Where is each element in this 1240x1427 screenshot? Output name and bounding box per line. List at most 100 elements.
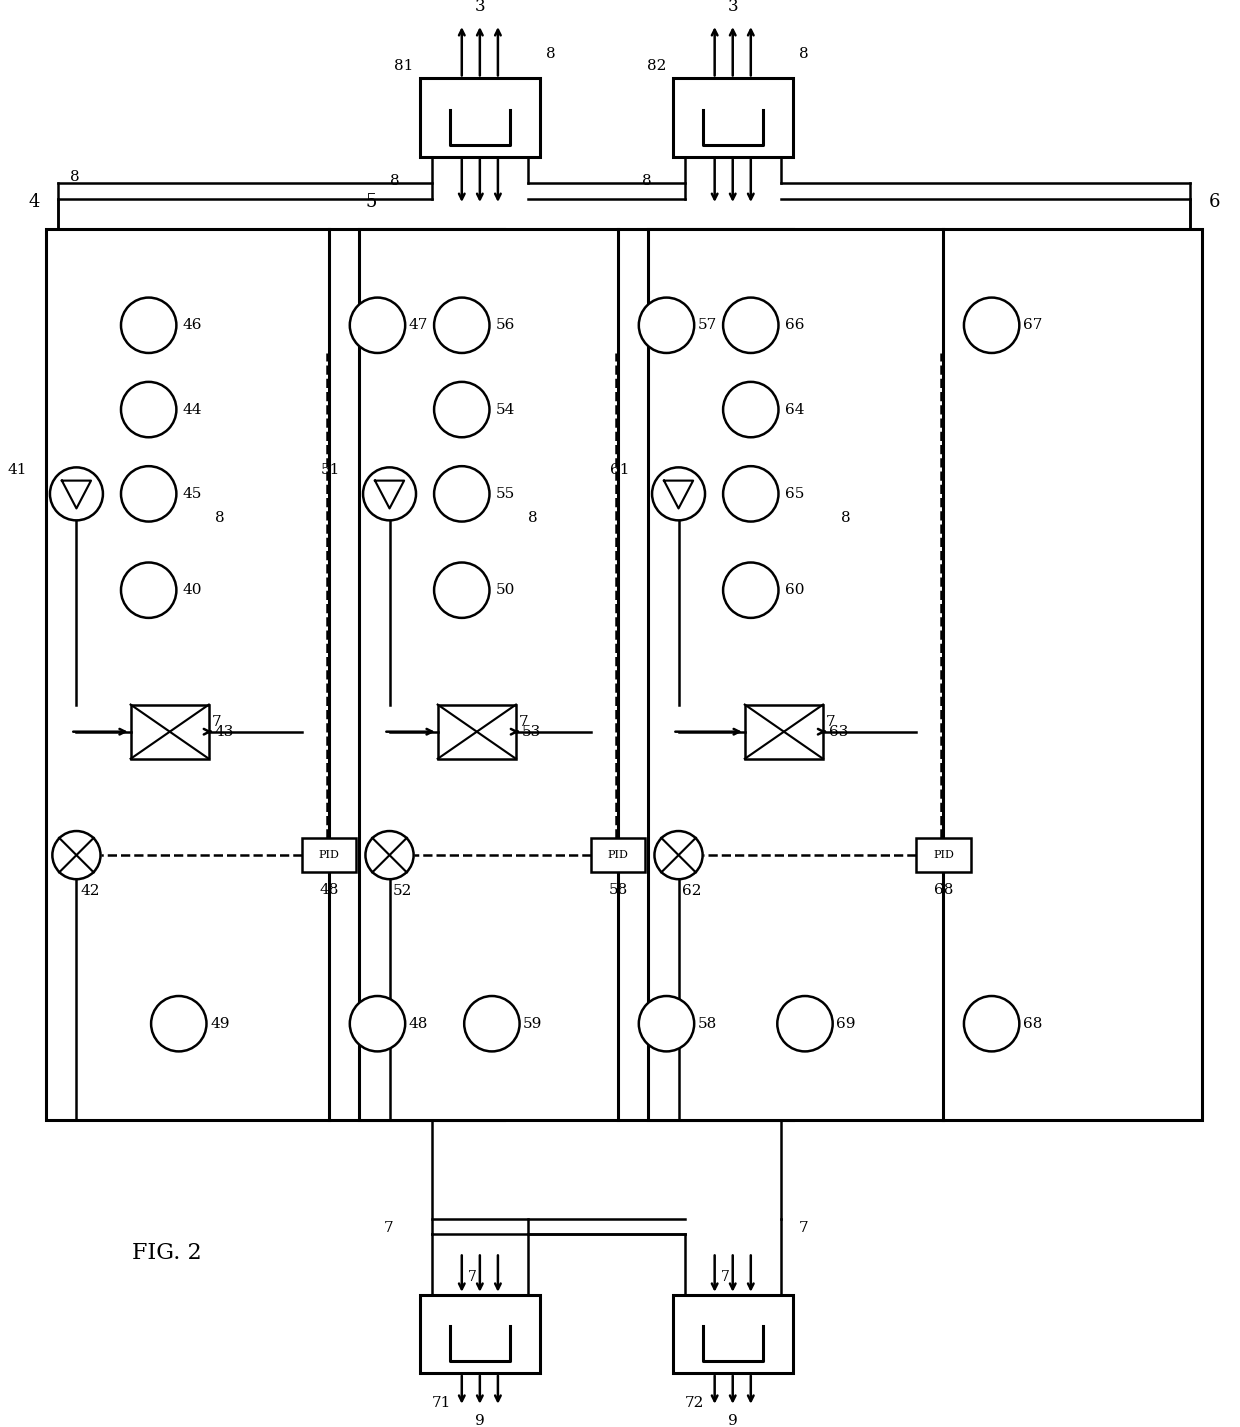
Text: 4: 4 xyxy=(29,193,41,211)
Text: 61: 61 xyxy=(610,462,630,477)
Text: 49: 49 xyxy=(210,1016,229,1030)
Bar xyxy=(303,838,356,872)
Text: 47: 47 xyxy=(409,318,428,332)
Text: 45: 45 xyxy=(182,487,202,501)
Text: 71: 71 xyxy=(432,1396,451,1410)
Circle shape xyxy=(639,996,694,1052)
Circle shape xyxy=(723,562,779,618)
Bar xyxy=(419,1294,541,1373)
Text: 68: 68 xyxy=(1023,1016,1043,1030)
Circle shape xyxy=(363,468,417,521)
Text: 46: 46 xyxy=(182,318,202,332)
Circle shape xyxy=(723,298,779,352)
Circle shape xyxy=(50,468,103,521)
Circle shape xyxy=(777,996,833,1052)
Text: 7: 7 xyxy=(518,715,528,729)
Text: 52: 52 xyxy=(393,885,413,898)
Text: 63: 63 xyxy=(830,725,848,739)
Circle shape xyxy=(122,382,176,437)
Text: 8: 8 xyxy=(528,511,538,525)
Circle shape xyxy=(434,467,490,521)
Text: 8: 8 xyxy=(389,174,399,188)
Text: 41: 41 xyxy=(7,462,27,477)
Text: 64: 64 xyxy=(785,402,804,417)
Text: 50: 50 xyxy=(496,584,515,596)
Text: 7: 7 xyxy=(720,1270,729,1284)
Text: PID: PID xyxy=(319,850,340,860)
Circle shape xyxy=(350,996,405,1052)
Text: 65: 65 xyxy=(785,487,804,501)
Circle shape xyxy=(639,298,694,352)
Circle shape xyxy=(963,996,1019,1052)
Text: 68: 68 xyxy=(934,883,954,898)
Text: PID: PID xyxy=(932,850,954,860)
Text: 54: 54 xyxy=(496,402,515,417)
Text: 44: 44 xyxy=(182,402,202,417)
Text: 82: 82 xyxy=(647,60,666,73)
Circle shape xyxy=(151,996,207,1052)
Text: 59: 59 xyxy=(523,1016,543,1030)
Text: 69: 69 xyxy=(836,1016,856,1030)
Text: 40: 40 xyxy=(182,584,202,596)
Text: 58: 58 xyxy=(609,883,627,898)
Text: 8: 8 xyxy=(546,47,556,61)
Circle shape xyxy=(434,562,490,618)
Circle shape xyxy=(434,382,490,437)
Text: 66: 66 xyxy=(785,318,804,332)
Circle shape xyxy=(963,298,1019,352)
Bar xyxy=(916,838,971,872)
Text: 7: 7 xyxy=(211,715,221,729)
Text: 7: 7 xyxy=(826,715,835,729)
Text: 48: 48 xyxy=(320,883,339,898)
Text: 62: 62 xyxy=(682,885,702,898)
Text: 43: 43 xyxy=(215,725,234,739)
Bar xyxy=(672,1294,792,1373)
Text: 8: 8 xyxy=(71,170,81,184)
Circle shape xyxy=(350,298,405,352)
Text: 8: 8 xyxy=(642,174,652,188)
Circle shape xyxy=(655,831,703,879)
Text: 7: 7 xyxy=(467,1270,476,1284)
Bar xyxy=(649,228,1203,1120)
Text: 9: 9 xyxy=(728,1414,738,1427)
Circle shape xyxy=(723,382,779,437)
Text: 55: 55 xyxy=(496,487,515,501)
Text: 57: 57 xyxy=(698,318,717,332)
Text: 81: 81 xyxy=(394,60,414,73)
Circle shape xyxy=(366,831,414,879)
Text: 5: 5 xyxy=(366,193,377,211)
Circle shape xyxy=(122,562,176,618)
Text: 7: 7 xyxy=(383,1222,393,1236)
Text: PID: PID xyxy=(608,850,629,860)
Text: 72: 72 xyxy=(684,1396,704,1410)
Text: 53: 53 xyxy=(522,725,541,739)
Text: 3: 3 xyxy=(475,0,485,14)
Bar xyxy=(419,78,541,157)
Text: 8: 8 xyxy=(799,47,808,61)
Text: 9: 9 xyxy=(475,1414,485,1427)
Text: 58: 58 xyxy=(698,1016,717,1030)
Circle shape xyxy=(122,298,176,352)
Text: 8: 8 xyxy=(841,511,851,525)
Bar xyxy=(438,705,516,759)
Text: FIG. 2: FIG. 2 xyxy=(131,1241,202,1263)
Circle shape xyxy=(723,467,779,521)
Bar xyxy=(672,78,792,157)
Bar xyxy=(46,228,503,1120)
Bar xyxy=(130,705,208,759)
Text: 56: 56 xyxy=(496,318,515,332)
Text: 60: 60 xyxy=(785,584,804,596)
Circle shape xyxy=(652,468,706,521)
Text: 51: 51 xyxy=(321,462,340,477)
Circle shape xyxy=(122,467,176,521)
Bar xyxy=(591,838,646,872)
Text: 67: 67 xyxy=(1023,318,1043,332)
Circle shape xyxy=(434,298,490,352)
Text: 48: 48 xyxy=(409,1016,428,1030)
Bar xyxy=(360,228,792,1120)
Circle shape xyxy=(52,831,100,879)
Text: 3: 3 xyxy=(728,0,738,14)
Circle shape xyxy=(464,996,520,1052)
Bar xyxy=(745,705,823,759)
Text: 6: 6 xyxy=(1209,193,1220,211)
